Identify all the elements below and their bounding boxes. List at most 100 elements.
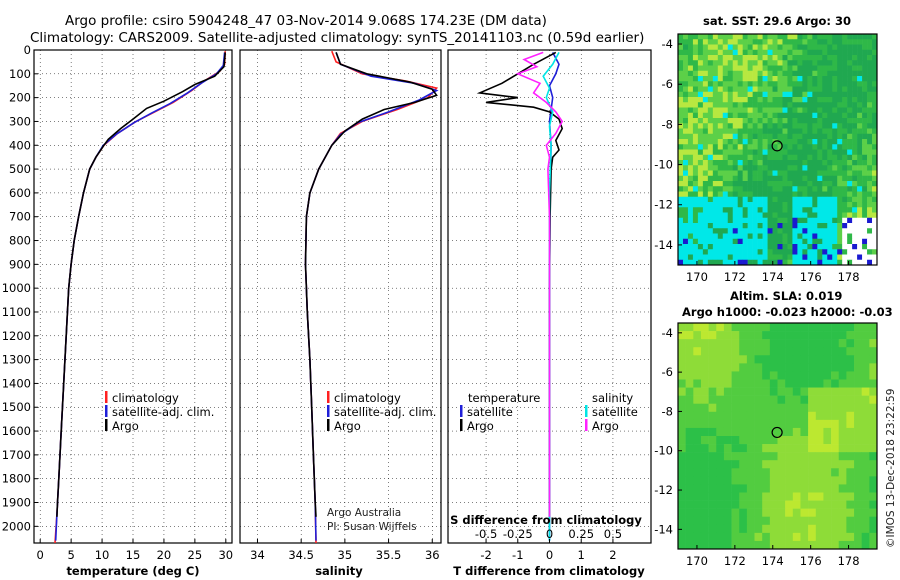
map-cell bbox=[717, 191, 724, 198]
map-cell bbox=[797, 244, 803, 250]
map-cell bbox=[802, 112, 808, 119]
legend-swatch-climatology bbox=[105, 391, 108, 403]
map-cell bbox=[687, 165, 694, 171]
map-cell bbox=[707, 70, 714, 77]
map-cell bbox=[717, 238, 724, 245]
map-cell bbox=[678, 427, 686, 437]
map-cell bbox=[777, 379, 786, 388]
map-cell bbox=[854, 508, 862, 518]
map-cell bbox=[777, 460, 786, 469]
map-cell bbox=[767, 118, 773, 124]
map-cell bbox=[692, 34, 699, 40]
map-cell bbox=[772, 81, 778, 87]
map-cell bbox=[837, 259, 843, 266]
map-cell bbox=[837, 170, 843, 177]
map-cell bbox=[802, 102, 808, 108]
map-cell bbox=[716, 363, 725, 372]
map-cell bbox=[678, 323, 686, 332]
map-cell bbox=[716, 460, 725, 469]
map-cell bbox=[852, 60, 858, 66]
map-cell bbox=[812, 65, 818, 72]
map-cell bbox=[797, 133, 803, 140]
map-cell bbox=[727, 181, 734, 187]
map-cell bbox=[792, 44, 798, 51]
map-cell bbox=[742, 97, 748, 103]
map-cell bbox=[772, 49, 778, 56]
map-cell bbox=[757, 217, 763, 224]
map-cell bbox=[842, 223, 848, 229]
map-cell bbox=[785, 436, 794, 445]
map-cell bbox=[762, 191, 768, 198]
map-cell bbox=[802, 207, 808, 213]
map-cell bbox=[782, 223, 788, 229]
map-cell bbox=[857, 259, 863, 266]
map-cell bbox=[832, 34, 838, 40]
x-tick-label: 10 bbox=[95, 548, 110, 562]
map-cell bbox=[777, 160, 783, 166]
map-cell bbox=[769, 468, 778, 477]
map-cell bbox=[792, 128, 798, 135]
map-cell bbox=[762, 133, 768, 140]
sst-map-frame bbox=[677, 33, 878, 266]
map-cell bbox=[712, 186, 719, 192]
map-cell bbox=[762, 259, 768, 266]
map-cell bbox=[872, 55, 878, 61]
map-cell bbox=[772, 212, 778, 219]
map-cell bbox=[847, 34, 853, 40]
map-cell bbox=[797, 212, 803, 219]
map-cell bbox=[727, 254, 734, 261]
map-cell bbox=[815, 427, 824, 437]
map-cell bbox=[867, 244, 873, 250]
map-cell bbox=[752, 49, 758, 56]
map-cell bbox=[842, 128, 848, 135]
map-cell bbox=[757, 70, 763, 77]
map-cell bbox=[802, 39, 808, 45]
map-cell bbox=[869, 403, 878, 413]
map-cell bbox=[769, 492, 778, 501]
map-cell bbox=[707, 196, 714, 203]
map-cell bbox=[847, 60, 853, 66]
map-cell bbox=[739, 403, 748, 413]
map-cell bbox=[792, 476, 801, 485]
credit-line2: PI: Susan Wijffels bbox=[327, 521, 417, 533]
map-cell bbox=[697, 170, 704, 177]
map-cell bbox=[737, 112, 743, 119]
map-cell bbox=[752, 102, 758, 108]
map-cell bbox=[852, 202, 858, 208]
map-cell bbox=[692, 102, 699, 108]
map-cell bbox=[716, 395, 725, 405]
map-cell bbox=[717, 175, 724, 182]
map-cell bbox=[693, 508, 702, 518]
map-cell bbox=[842, 65, 848, 72]
map-cell bbox=[727, 123, 734, 129]
map-cell bbox=[739, 540, 748, 550]
map-cell bbox=[802, 149, 808, 156]
map-cell bbox=[822, 86, 828, 93]
map-cell bbox=[739, 371, 748, 380]
map-cell bbox=[767, 259, 773, 266]
map-cell bbox=[732, 196, 738, 203]
map-cell bbox=[742, 39, 748, 45]
map-cell bbox=[852, 233, 858, 240]
map-cell bbox=[797, 165, 803, 171]
map-cell bbox=[785, 387, 794, 396]
map-cell bbox=[702, 34, 709, 40]
map-cell bbox=[797, 254, 803, 261]
map-cell bbox=[782, 144, 788, 150]
map-cell bbox=[846, 371, 855, 380]
map-cell bbox=[802, 65, 808, 72]
map-cell bbox=[812, 86, 818, 93]
map-cell bbox=[746, 411, 755, 421]
map-cell bbox=[762, 160, 768, 166]
map-cell bbox=[727, 76, 734, 82]
map-cell bbox=[752, 154, 758, 161]
map-cell bbox=[827, 233, 833, 240]
legend-label-temp-argo: Argo bbox=[467, 419, 494, 433]
x-tick-label: 0 bbox=[37, 548, 44, 562]
map-cell bbox=[854, 395, 862, 405]
map-cell bbox=[700, 411, 709, 421]
map-cell bbox=[852, 97, 858, 103]
map-cell bbox=[685, 476, 694, 485]
map-cell bbox=[762, 212, 768, 219]
map-cell bbox=[847, 196, 853, 203]
